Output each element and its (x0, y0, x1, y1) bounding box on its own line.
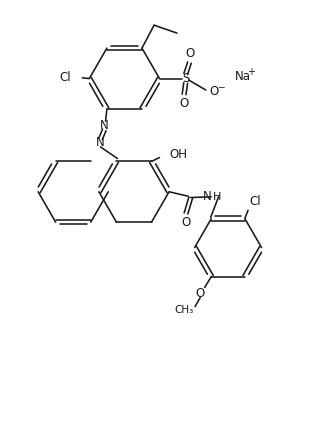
Text: O: O (182, 216, 190, 229)
Text: N: N (100, 119, 109, 132)
Text: +: + (247, 66, 255, 76)
Text: S: S (182, 72, 189, 85)
Text: −: − (217, 82, 225, 91)
Text: N: N (203, 190, 211, 204)
Text: N: N (96, 136, 105, 149)
Text: O: O (180, 97, 189, 110)
Text: Cl: Cl (60, 71, 71, 84)
Text: O: O (210, 85, 219, 99)
Text: CH₃: CH₃ (174, 306, 193, 315)
Text: OH: OH (169, 148, 187, 161)
Text: O: O (185, 47, 194, 60)
Text: H: H (213, 192, 221, 202)
Text: Cl: Cl (249, 196, 261, 209)
Text: O: O (196, 287, 205, 300)
Text: Na: Na (234, 71, 250, 83)
